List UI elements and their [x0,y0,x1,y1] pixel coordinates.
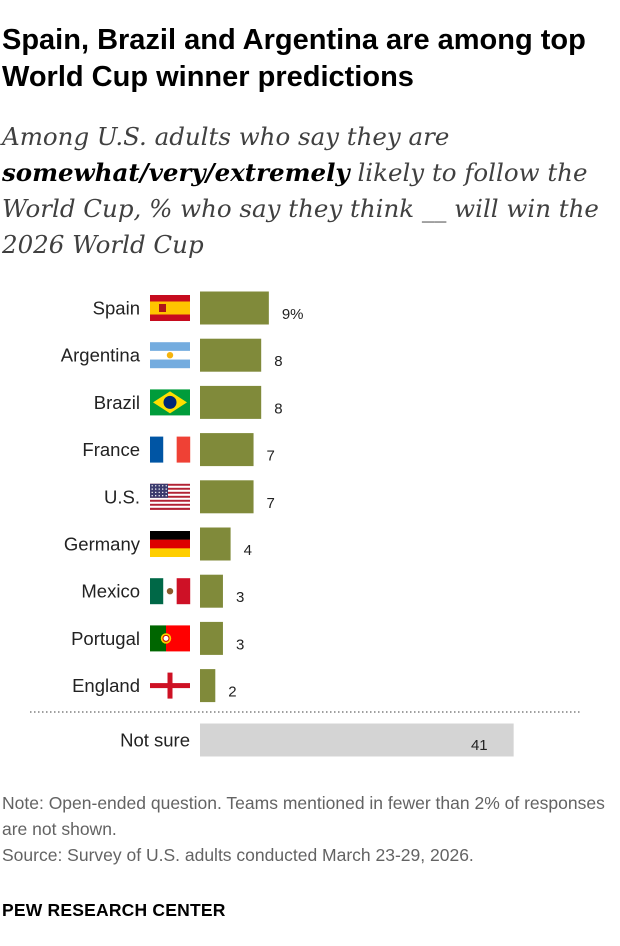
category-label: Spain [93,298,140,319]
france-flag-icon [150,436,191,463]
value-label: 8 [274,400,282,417]
category-label: Not sure [120,730,190,751]
spain-flag-icon [150,295,190,321]
chart-title: Spain, Brazil and Argentina are among to… [2,24,586,93]
value-label: 7 [267,495,275,512]
bar [200,669,216,703]
bar-chart: Spain 9% Argentina 8 Brazil 8 France 7 U.S. 7 Germ… [30,291,580,757]
category-label: Argentina [61,345,141,366]
brand-logo-text: PEW RESEARCH CENTER [2,900,226,920]
value-label: 7 [267,448,275,465]
bar [200,621,223,655]
bar [200,385,262,419]
chart-subtitle: Among U.S. adults who say they are somew… [2,119,618,263]
value-label: 3 [236,636,244,653]
chart-notes: Note: Open-ended question. Teams mention… [2,790,618,868]
argentina-flag-icon [150,342,190,369]
value-label: 4 [244,542,252,559]
source-text: Source: Survey of U.S. adults conducted … [2,845,474,865]
note-text: Note: Open-ended question. Teams mention… [2,793,605,839]
portugal-flag-icon [150,625,190,652]
england-flag-icon [150,672,190,699]
category-label: U.S. [104,486,140,507]
category-label: Mexico [81,581,140,602]
value-label: 41 [471,737,488,754]
bar [200,527,231,561]
value-label: 9% [282,306,304,323]
bar [200,291,269,325]
mexico-flag-icon [150,578,191,605]
subtitle-emphasis: somewhat/very/extremely [2,158,350,187]
us-flag-icon [150,483,190,510]
bar-not-sure [200,723,514,757]
category-label: France [82,439,140,460]
category-label: England [72,675,140,696]
subtitle-prefix: Among U.S. adults who say they are [2,122,450,151]
bar [200,433,254,467]
category-label: Portugal [71,628,140,649]
brazil-flag-icon [150,389,190,416]
category-label: Germany [64,534,141,555]
value-label: 8 [274,353,282,370]
bar [200,574,223,608]
category-label: Brazil [94,392,140,413]
value-label: 3 [236,589,244,606]
bar [200,338,262,372]
bar [200,480,254,514]
subtitle-suffix: likely to follow the World Cup, % who sa… [2,158,599,259]
germany-flag-icon [150,531,190,557]
value-label: 2 [228,684,236,701]
